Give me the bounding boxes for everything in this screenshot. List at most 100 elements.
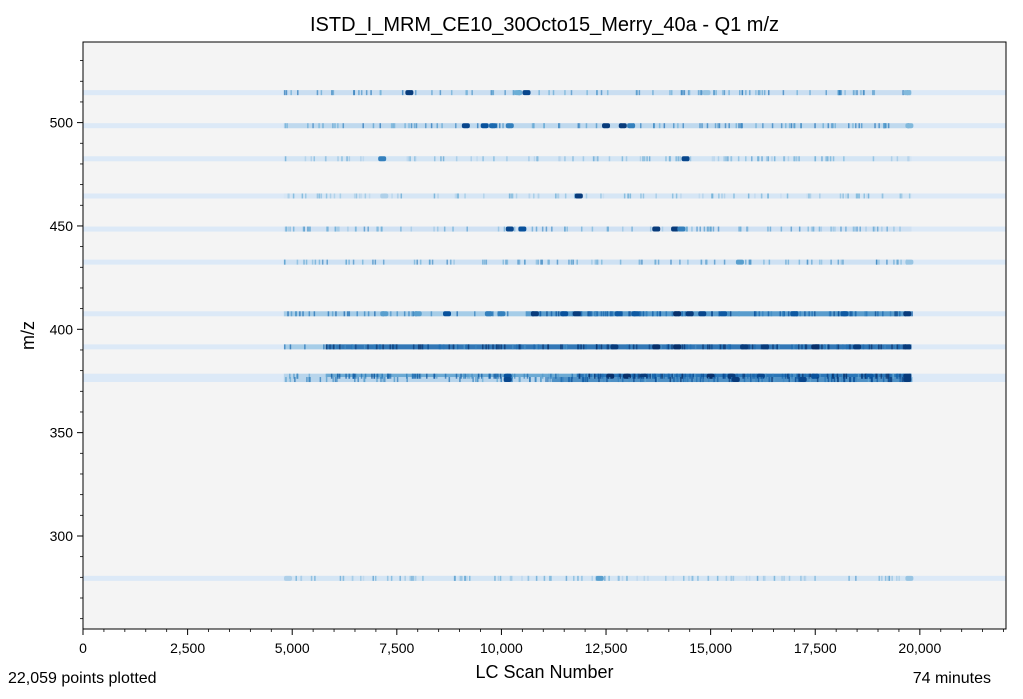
scan-point	[602, 193, 605, 199]
scan-point	[671, 311, 674, 317]
scan-point	[711, 156, 714, 162]
scan-point	[723, 259, 726, 265]
scan-point	[628, 311, 630, 317]
scan-point	[382, 259, 385, 265]
scan-point	[654, 259, 656, 265]
scan-point	[310, 575, 313, 581]
scan-point	[739, 90, 741, 96]
scan-point	[431, 259, 434, 265]
scan-point	[405, 373, 408, 379]
scan-point	[845, 373, 848, 379]
scan-point	[302, 311, 304, 317]
scan-point	[823, 344, 826, 350]
scan-point	[421, 344, 423, 350]
scan-point	[702, 193, 704, 199]
scan-point	[531, 123, 534, 129]
signal-cluster	[560, 311, 569, 317]
scan-point	[483, 193, 485, 199]
scan-point	[547, 377, 549, 383]
scan-point	[597, 156, 599, 162]
scan-point	[668, 373, 670, 379]
scan-point	[669, 90, 671, 96]
scan-point	[608, 575, 610, 581]
signal-cluster	[673, 344, 682, 350]
scan-point	[523, 259, 526, 265]
x-tick-label: 15,000	[689, 640, 732, 656]
scan-point	[671, 344, 673, 350]
scan-point	[640, 311, 642, 317]
scan-point	[827, 156, 829, 162]
scan-point	[290, 311, 293, 317]
scan-point	[325, 156, 327, 162]
scan-point	[578, 373, 581, 379]
scan-point	[639, 123, 642, 129]
x-tick-label: 12,500	[585, 640, 628, 656]
scan-point	[790, 373, 793, 379]
scan-point	[708, 226, 710, 232]
scan-point	[414, 373, 417, 379]
scan-point	[433, 193, 436, 199]
scan-point	[608, 156, 611, 162]
scan-point	[829, 156, 832, 162]
scan-point	[770, 377, 772, 383]
scan-point	[636, 373, 639, 379]
scan-point	[754, 344, 756, 350]
channel-segment	[283, 193, 912, 199]
scan-point	[841, 377, 843, 383]
scan-point	[334, 226, 337, 232]
scan-point	[796, 90, 798, 96]
scan-point	[337, 123, 339, 129]
scan-point	[626, 344, 628, 350]
scan-point	[320, 193, 323, 199]
signal-cluster	[284, 575, 293, 581]
scan-point	[404, 575, 406, 581]
y-tick-label: 300	[50, 528, 74, 544]
scan-point	[511, 193, 514, 199]
scan-point	[518, 259, 521, 265]
scan-point	[721, 344, 723, 350]
scan-point	[682, 311, 685, 317]
scan-point	[505, 259, 507, 265]
scan-point	[757, 377, 760, 383]
scan-point	[302, 226, 305, 232]
scan-point	[572, 259, 574, 265]
scan-point	[842, 193, 844, 199]
scan-point	[636, 90, 638, 96]
scan-point	[803, 575, 806, 581]
scan-point	[496, 344, 498, 350]
scan-point	[411, 575, 413, 581]
scan-point	[332, 344, 335, 350]
scan-point	[677, 156, 679, 162]
scan-point	[494, 575, 496, 581]
plot-area	[83, 42, 1006, 629]
scan-point	[672, 123, 675, 129]
scan-point	[287, 226, 290, 232]
scan-point	[498, 344, 500, 350]
scan-point	[825, 156, 827, 162]
scan-point	[760, 193, 763, 199]
scan-point	[495, 373, 497, 379]
signal-cluster	[380, 193, 389, 199]
y-axis-label: m/z	[18, 321, 38, 350]
scan-point	[557, 193, 560, 199]
scan-point	[747, 373, 749, 379]
signal-cluster	[480, 123, 489, 129]
scan-point	[312, 123, 314, 129]
y-tick-label: 450	[50, 218, 74, 234]
scan-point	[762, 123, 764, 129]
scan-point	[296, 373, 298, 379]
signal-cluster	[405, 90, 414, 96]
scan-point	[558, 156, 560, 162]
scan-point	[666, 344, 668, 350]
scan-point	[659, 373, 662, 379]
scan-point	[393, 377, 396, 383]
scan-point	[843, 377, 845, 383]
scan-point	[633, 377, 635, 383]
scan-point	[382, 344, 384, 350]
scan-point	[845, 193, 847, 199]
scan-point	[506, 259, 509, 265]
scan-point	[837, 344, 840, 350]
scan-point	[477, 373, 480, 379]
scan-point	[581, 377, 584, 383]
scan-point	[718, 344, 720, 350]
